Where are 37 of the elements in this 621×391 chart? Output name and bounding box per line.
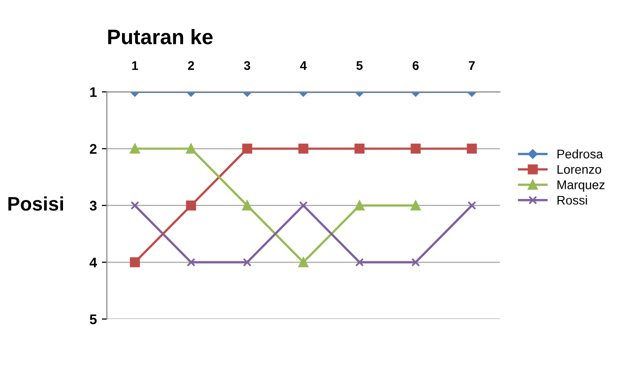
x-tick-label: 4 xyxy=(300,61,307,70)
point xyxy=(298,144,308,154)
x-tick-label: 6 xyxy=(412,61,419,70)
point xyxy=(410,200,421,210)
point xyxy=(410,144,421,154)
point xyxy=(130,201,140,210)
legend-label: Rossi xyxy=(558,195,587,205)
x-tick-label: 5 xyxy=(356,61,363,70)
point xyxy=(355,258,364,267)
y-tick-label: 3 xyxy=(90,200,97,211)
legend-label: Lorenzo xyxy=(558,165,602,174)
point xyxy=(186,200,196,210)
point xyxy=(411,258,420,267)
point xyxy=(298,257,308,268)
x-tick-label: 7 xyxy=(468,61,475,70)
point xyxy=(242,200,252,210)
y-tick-label: 4 xyxy=(90,258,98,268)
y-tick-label: 2 xyxy=(90,144,97,154)
legend-label: Pedrosa xyxy=(558,149,604,158)
y-tick-label: 1 xyxy=(90,87,97,97)
point xyxy=(186,144,196,154)
x-axis-title: Putaran ke xyxy=(108,29,213,44)
legend-label: Marquez xyxy=(558,180,605,192)
y-tick-label: 5 xyxy=(90,314,97,324)
y-axis-title: Posisi xyxy=(8,196,63,211)
point xyxy=(130,144,140,154)
point xyxy=(468,201,476,210)
point xyxy=(354,144,365,154)
point xyxy=(242,144,252,154)
point xyxy=(130,257,140,268)
point xyxy=(186,258,196,267)
point xyxy=(354,200,365,210)
x-tick-label: 2 xyxy=(188,61,194,70)
point xyxy=(242,258,252,267)
point xyxy=(466,144,477,154)
x-tick-label: 3 xyxy=(244,61,250,70)
x-tick-label: 1 xyxy=(132,61,138,70)
